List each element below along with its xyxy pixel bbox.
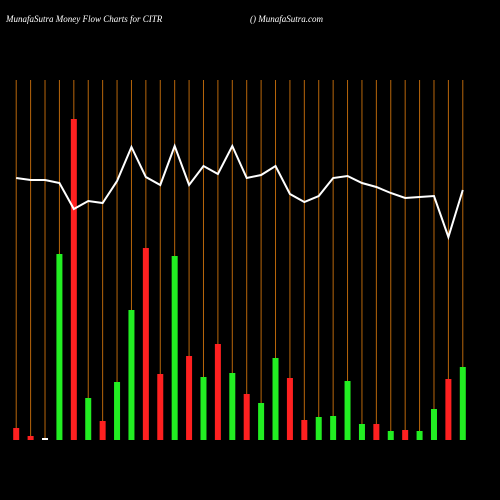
bar <box>315 417 322 440</box>
bar <box>214 344 221 440</box>
bar <box>42 438 49 440</box>
bar <box>301 420 308 440</box>
bar <box>373 424 380 440</box>
bar <box>13 428 20 440</box>
money-flow-line <box>16 143 464 241</box>
bar <box>286 378 293 440</box>
bar <box>330 416 337 440</box>
bar <box>243 394 250 440</box>
bar <box>445 379 452 440</box>
bar <box>272 358 279 440</box>
bar <box>416 431 423 440</box>
bar <box>142 248 149 440</box>
bar <box>85 398 92 440</box>
bar <box>171 256 178 440</box>
bar <box>430 409 437 440</box>
chart-subtitle: () MunafaSutra.com <box>250 14 323 24</box>
bar <box>27 436 34 440</box>
bar <box>402 430 409 440</box>
bar <box>200 377 207 440</box>
bar <box>459 367 466 440</box>
bar <box>56 254 63 440</box>
bar <box>358 424 365 440</box>
bar <box>229 373 236 440</box>
bar <box>186 356 193 440</box>
bar <box>258 403 265 440</box>
bar <box>387 431 394 440</box>
bar <box>70 119 77 440</box>
bar <box>99 421 106 440</box>
bar <box>128 310 135 440</box>
bar <box>157 374 164 440</box>
bar <box>344 381 351 440</box>
bar <box>114 382 121 440</box>
chart-title: MunafaSutra Money Flow Charts for CITR <box>5 14 163 24</box>
